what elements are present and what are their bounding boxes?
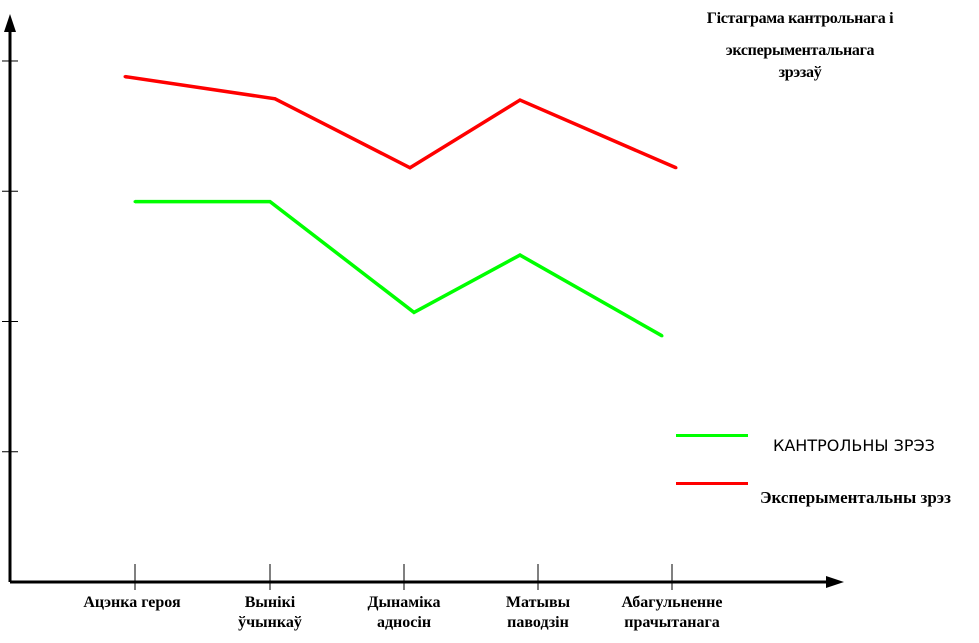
series-0-point-1 xyxy=(268,200,272,204)
series-0-point-0 xyxy=(133,200,137,204)
x-tick-label-4: Абагульненне прачытанага xyxy=(602,593,742,633)
series-1-point-1 xyxy=(273,97,277,101)
legend-label-control: КАНТРОЛЬНЫ ЗРЭЗ xyxy=(773,436,935,455)
legend-swatch-experimental xyxy=(676,482,748,485)
x-tick-label-2: Дынаміка адносін xyxy=(334,593,474,633)
series-1-point-0 xyxy=(123,75,127,79)
x-tick-label-0-line-0: Ацэнка героя xyxy=(83,594,181,611)
x-tick-label-1-line-0: Вынікі xyxy=(244,594,296,611)
x-axis-arrow xyxy=(826,576,844,588)
series-1-point-4 xyxy=(674,166,678,170)
x-tick-label-0: Ацэнка героя xyxy=(62,593,202,613)
series-0-point-2 xyxy=(412,310,416,314)
series-line-0 xyxy=(135,199,663,338)
x-tick-label-3-line-1: паводзін xyxy=(507,614,569,631)
x-tick-label-4-line-1: прачытанага xyxy=(624,614,720,631)
x-tick-label-2-line-1: адносін xyxy=(376,614,432,631)
legend-swatch-control xyxy=(676,434,748,437)
legend-label-experimental: Эксперыментальны зрэз xyxy=(760,488,951,507)
y-axis-arrow xyxy=(4,14,16,32)
x-tick-label-1: Вынікі ўчынкаў xyxy=(200,593,340,633)
x-tick-label-4-line-0: Абагульненне xyxy=(621,594,723,611)
series-0-point-4 xyxy=(660,334,664,338)
series-layer xyxy=(123,74,678,338)
series-line-1 xyxy=(124,74,677,170)
chart-title-line-1: Гістаграма кантрольнага і xyxy=(706,10,894,27)
x-tick-label-2-line-0: Дынаміка xyxy=(367,594,441,611)
axes xyxy=(2,14,844,590)
series-1-point-3 xyxy=(518,98,522,102)
series-1-point-2 xyxy=(408,166,412,170)
x-tick-label-1-line-1: ўчынкаў xyxy=(238,614,302,631)
chart-title-line-3: зрэзаў xyxy=(778,64,822,81)
chart-title-line-2: эксперыментальнага xyxy=(725,42,875,59)
series-0-point-3 xyxy=(518,253,522,257)
x-tick-label-3-line-0: Матывы xyxy=(505,594,571,611)
x-tick-label-3: Матывы паводзін xyxy=(468,593,608,633)
